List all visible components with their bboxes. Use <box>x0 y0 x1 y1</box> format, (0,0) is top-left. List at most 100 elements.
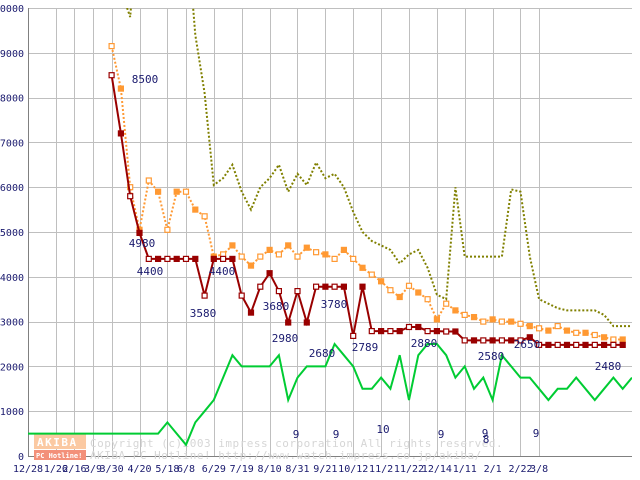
series-marker-min-price <box>526 334 533 341</box>
series-marker-avg-price <box>192 206 199 213</box>
series-marker-avg-price <box>340 246 347 253</box>
value-label-shop-count: 9 <box>533 427 540 440</box>
series-marker-min-price <box>340 283 347 290</box>
series-marker-avg-price <box>201 213 208 220</box>
series-marker-avg-price <box>554 323 561 330</box>
series-marker-avg-price <box>359 264 366 271</box>
series-marker-min-price <box>145 255 152 262</box>
x-axis-tick-label: 8/10 <box>258 464 282 475</box>
y-axis-tick-labels: 0 1000 2000 3000 4000 5000 6000 7000 8000 9000 100… <box>0 4 24 463</box>
value-label-min-price: 2480 <box>595 360 622 373</box>
x-axis-tick-label: 8/31 <box>285 464 309 475</box>
value-label-min-price: 4980 <box>129 237 156 250</box>
series-marker-min-price <box>136 229 143 236</box>
value-label-shop-count: 9 <box>293 428 300 441</box>
series-marker-avg-price <box>322 251 329 258</box>
series-marker-avg-price <box>164 226 171 233</box>
series-marker-avg-price <box>145 177 152 184</box>
series-marker-min-price <box>164 255 171 262</box>
y-axis-tick-label: 3000 <box>0 318 24 329</box>
series-marker-min-price <box>405 323 413 331</box>
value-label-min-price: 8500 <box>132 73 159 86</box>
series-marker-min-price <box>378 328 385 335</box>
series-marker-avg-price <box>396 293 403 301</box>
series-min-price <box>108 72 626 348</box>
value-label-min-price: 3680 <box>263 300 290 313</box>
series-marker-avg-price <box>182 188 190 195</box>
x-axis-tick-label: 1/26 <box>44 464 68 475</box>
series-marker-min-price <box>573 341 580 348</box>
series-marker-avg-price <box>424 296 431 303</box>
series-marker-min-price <box>610 341 617 348</box>
value-label-min-price: 2650 <box>514 338 541 351</box>
series-marker-min-price <box>257 283 264 290</box>
series-marker-min-price <box>238 292 245 299</box>
series-marker-min-price <box>359 283 366 290</box>
series-marker-min-price <box>415 323 422 331</box>
value-label-shop-count: 10 <box>376 423 389 436</box>
series-marker-min-price <box>591 341 598 348</box>
series-marker-avg-price <box>610 336 617 343</box>
series-marker-min-price <box>201 292 208 299</box>
series-marker-avg-price <box>452 307 459 314</box>
x-axis-tick-label: 9/21 <box>313 464 337 475</box>
series-marker-avg-price <box>285 242 292 249</box>
series-marker-avg-price <box>238 253 245 260</box>
series-marker-min-price <box>127 193 134 200</box>
series-marker-min-price <box>545 341 552 348</box>
series-marker-avg-price <box>415 289 422 296</box>
data-series <box>28 8 632 447</box>
series-marker-avg-price <box>563 327 571 334</box>
series-marker-avg-price <box>405 282 413 289</box>
akiba-logo-background <box>34 434 86 449</box>
series-marker-avg-price <box>470 314 478 321</box>
series-marker-min-price <box>396 328 403 335</box>
series-marker-min-price <box>275 288 282 295</box>
series-marker-min-price <box>313 283 320 290</box>
series-marker-avg-price <box>313 249 320 256</box>
series-marker-min-price <box>322 283 329 290</box>
x-axis-tick-label: 1/11 <box>453 464 477 475</box>
series-marker-avg-price <box>433 316 440 323</box>
series-marker-min-price <box>173 255 180 262</box>
series-marker-min-price <box>433 328 440 335</box>
x-axis-tick-label: 7/19 <box>230 464 254 475</box>
x-axis-tick-label: 11/22 <box>394 464 424 475</box>
series-marker-avg-price <box>600 334 608 341</box>
series-marker-min-price <box>247 309 255 316</box>
series-marker-avg-price <box>461 311 468 318</box>
series-marker-min-price <box>443 328 450 335</box>
akiba-logo-text: AKIBA <box>37 436 78 449</box>
y-axis-tick-label: 7000 <box>0 138 24 149</box>
series-marker-avg-price <box>257 253 264 260</box>
series-marker-min-price <box>600 341 608 348</box>
series-marker-min-price <box>285 319 292 326</box>
value-label-min-price: 4400 <box>137 265 164 278</box>
value-label-min-price: 2789 <box>352 341 379 354</box>
x-axis-tick-label: 6/8 <box>177 464 195 475</box>
series-marker-min-price <box>331 283 338 290</box>
x-axis-tick-label: 3/30 <box>100 464 124 475</box>
copyright-notice: Copyright (c)2003 impress corporation Al… <box>90 437 503 450</box>
series-marker-min-price <box>452 328 459 335</box>
value-label-min-price: 3580 <box>190 307 217 320</box>
series-marker-avg-price <box>480 318 487 325</box>
y-axis-tick-label: 1000 <box>0 407 24 418</box>
series-marker-avg-price <box>173 188 180 195</box>
series-marker-avg-price <box>489 316 496 323</box>
series-marker-min-price <box>489 337 496 344</box>
series-marker-avg-price <box>582 329 589 336</box>
series-marker-min-price <box>108 72 115 79</box>
value-label-shop-count: 9 <box>438 428 445 441</box>
series-marker-avg-price <box>535 325 543 332</box>
series-marker-min-price <box>303 319 310 326</box>
value-label-min-price: 2880 <box>411 337 438 350</box>
x-axis-tick-label: 5/18 <box>155 464 179 475</box>
series-marker-avg-price <box>378 278 385 285</box>
series-marker-min-price <box>350 332 357 339</box>
series-marker-avg-price <box>545 327 552 334</box>
value-label-min-price: 2680 <box>309 347 336 360</box>
series-marker-min-price <box>294 288 301 295</box>
